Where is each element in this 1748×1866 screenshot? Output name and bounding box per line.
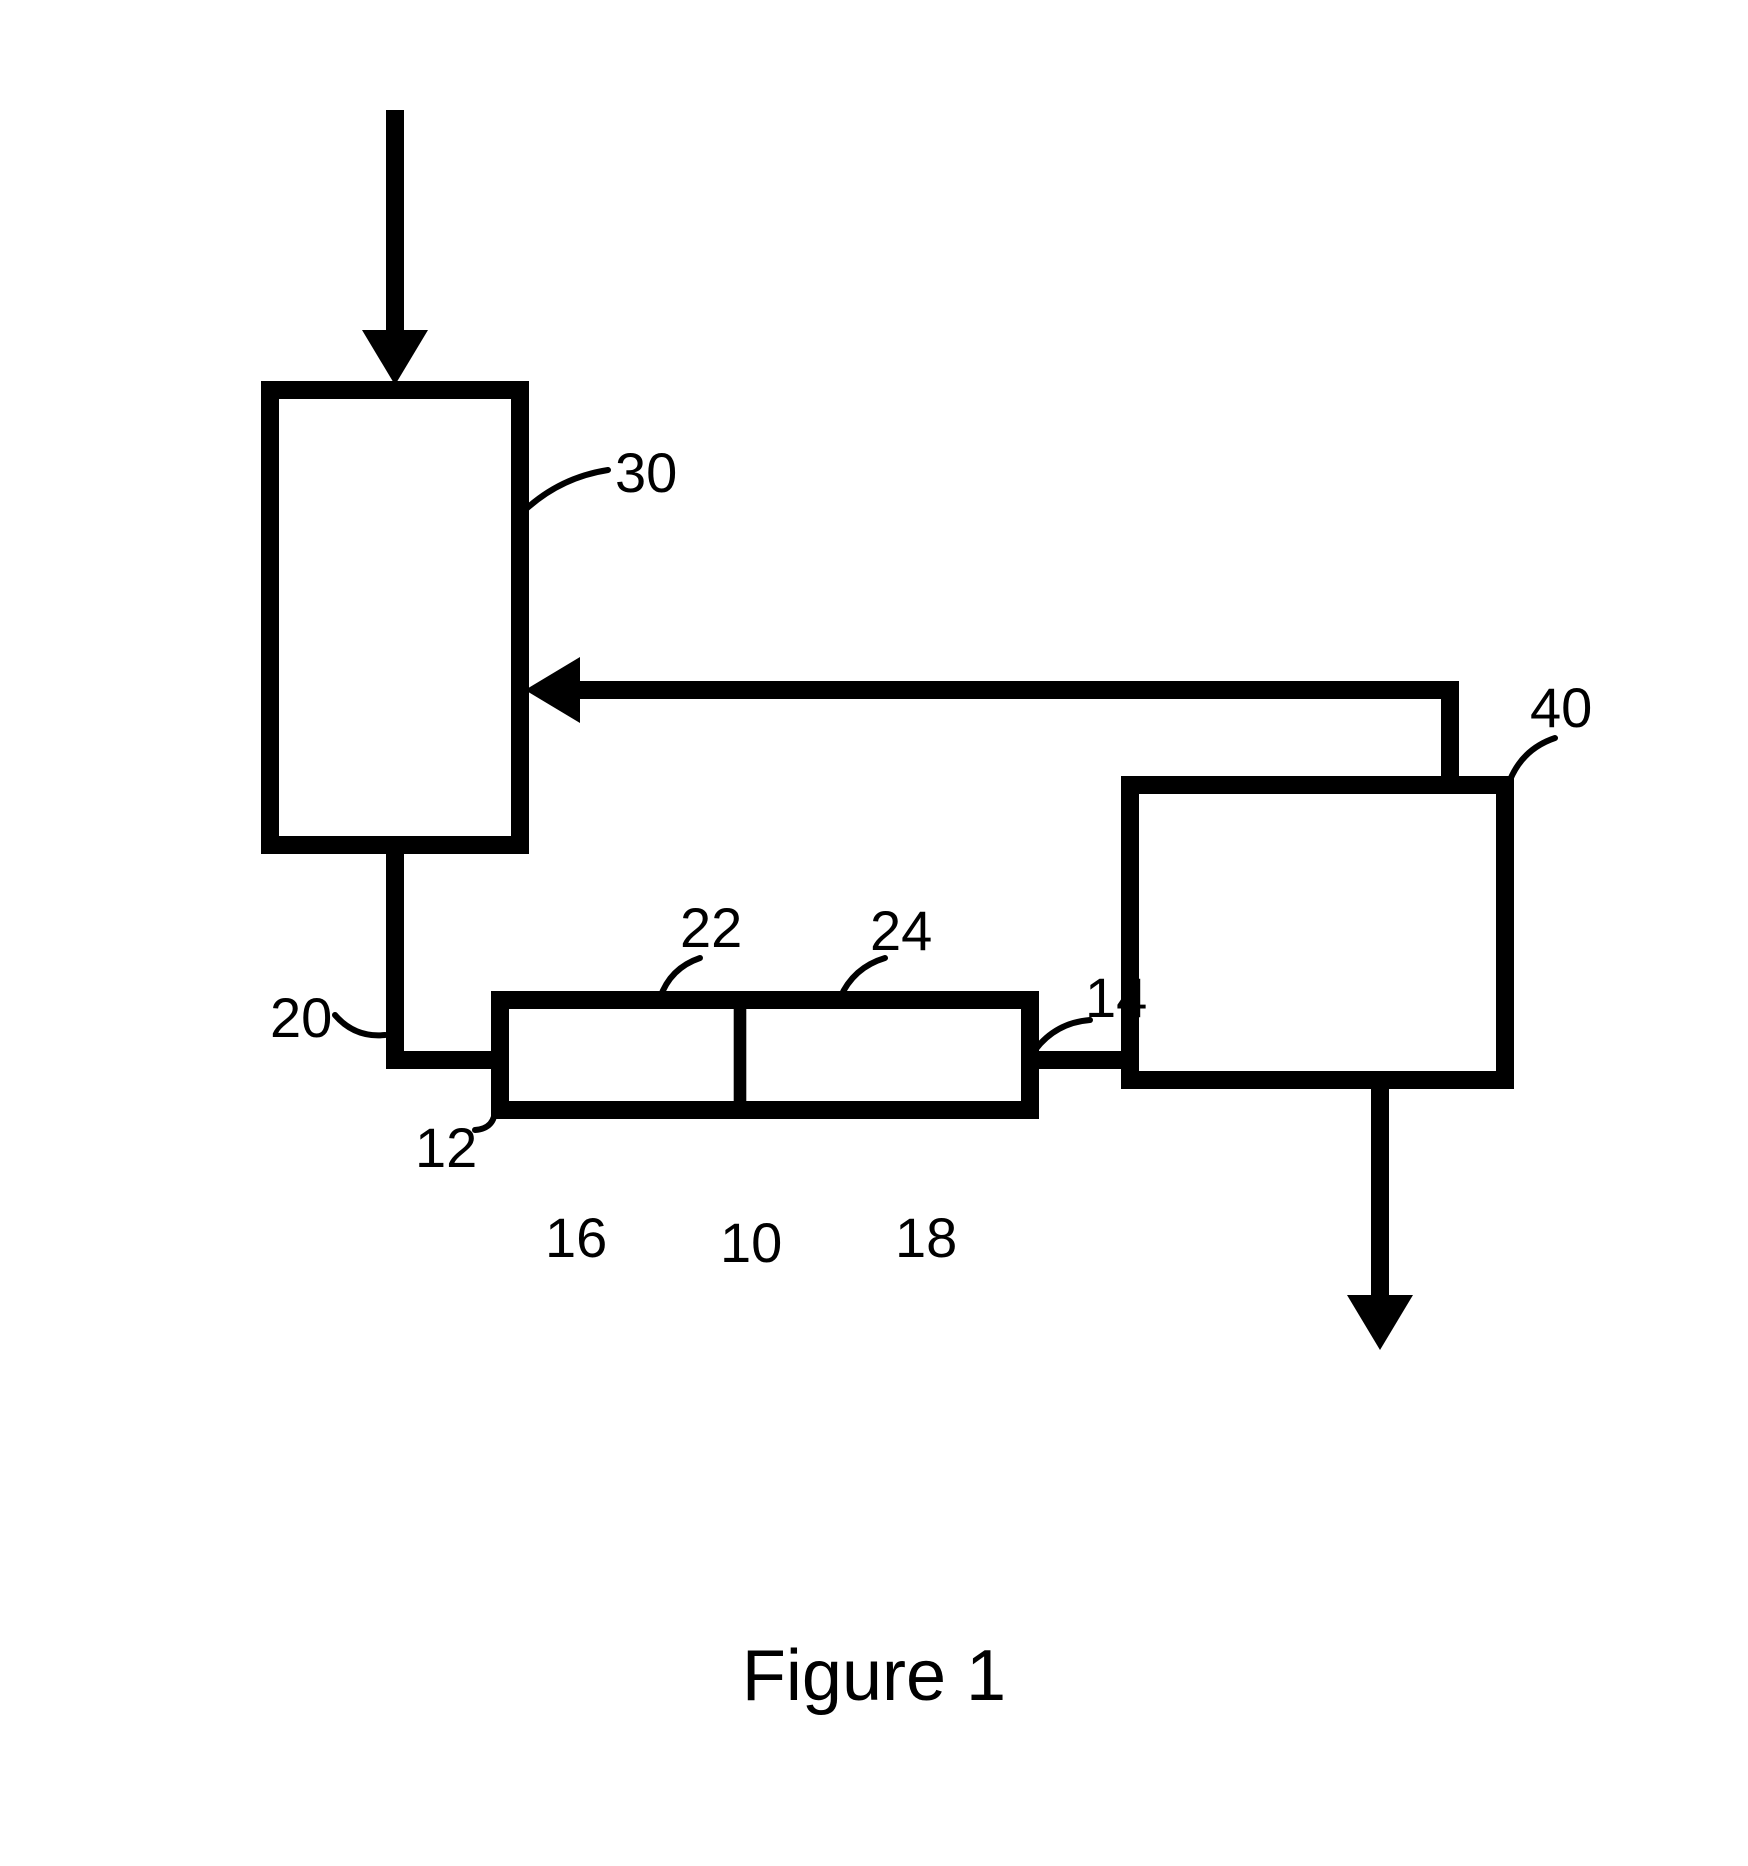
diagram-stage: 30 40 20 12 22 24 14 16 10 18 Figure 1	[0, 0, 1748, 1866]
label-22: 22	[680, 900, 742, 956]
label-40: 40	[1530, 680, 1592, 736]
label-24: 24	[870, 903, 932, 959]
label-18: 18	[895, 1210, 957, 1266]
label-10: 10	[720, 1215, 782, 1271]
label-20: 20	[270, 990, 332, 1046]
label-16: 16	[545, 1210, 607, 1266]
label-12: 12	[415, 1120, 477, 1176]
label-14: 14	[1085, 970, 1147, 1026]
figure-caption: Figure 1	[0, 1640, 1748, 1712]
label-30: 30	[615, 445, 677, 501]
